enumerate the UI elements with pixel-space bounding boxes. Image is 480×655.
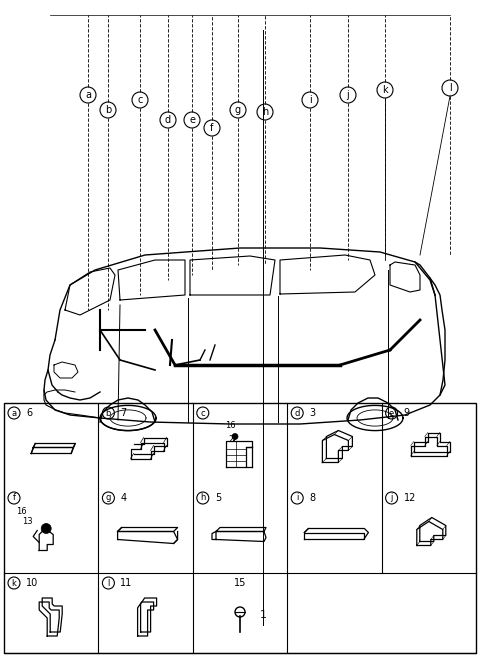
Text: b: b	[106, 409, 111, 417]
Text: h: h	[262, 107, 268, 117]
Text: 13: 13	[22, 517, 33, 525]
Text: f: f	[210, 123, 214, 133]
Text: a: a	[85, 90, 91, 100]
Text: c: c	[137, 95, 143, 105]
Text: 16: 16	[225, 422, 235, 430]
Text: 6: 6	[26, 408, 32, 418]
Text: 5: 5	[215, 493, 221, 503]
Text: 1: 1	[260, 610, 266, 620]
Text: 16: 16	[16, 506, 26, 515]
Text: j: j	[390, 493, 393, 502]
Text: k: k	[382, 85, 388, 95]
Text: 3: 3	[309, 408, 315, 418]
Text: 10: 10	[26, 578, 38, 588]
Text: 9: 9	[404, 408, 410, 418]
Text: 15: 15	[234, 578, 246, 588]
Text: 7: 7	[120, 408, 127, 418]
Text: 2: 2	[229, 436, 234, 445]
Text: 4: 4	[120, 493, 127, 503]
Text: l: l	[449, 83, 451, 93]
Text: k: k	[12, 578, 16, 588]
Circle shape	[41, 523, 51, 534]
Text: f: f	[12, 493, 15, 502]
Text: a: a	[12, 409, 17, 417]
Text: g: g	[235, 105, 241, 115]
Text: l: l	[107, 578, 109, 588]
Text: c: c	[201, 409, 205, 417]
Text: b: b	[105, 105, 111, 115]
Text: e: e	[189, 115, 195, 125]
Text: 12: 12	[404, 493, 416, 503]
Text: i: i	[309, 95, 312, 105]
Bar	[4, 403, 476, 653]
Text: 11: 11	[120, 578, 132, 588]
Text: d: d	[165, 115, 171, 125]
Text: j: j	[347, 90, 349, 100]
Text: h: h	[200, 493, 205, 502]
Text: i: i	[296, 493, 299, 502]
Text: d: d	[295, 409, 300, 417]
Circle shape	[232, 434, 238, 440]
Text: e: e	[389, 409, 394, 417]
Text: g: g	[106, 493, 111, 502]
Text: 8: 8	[309, 493, 315, 503]
